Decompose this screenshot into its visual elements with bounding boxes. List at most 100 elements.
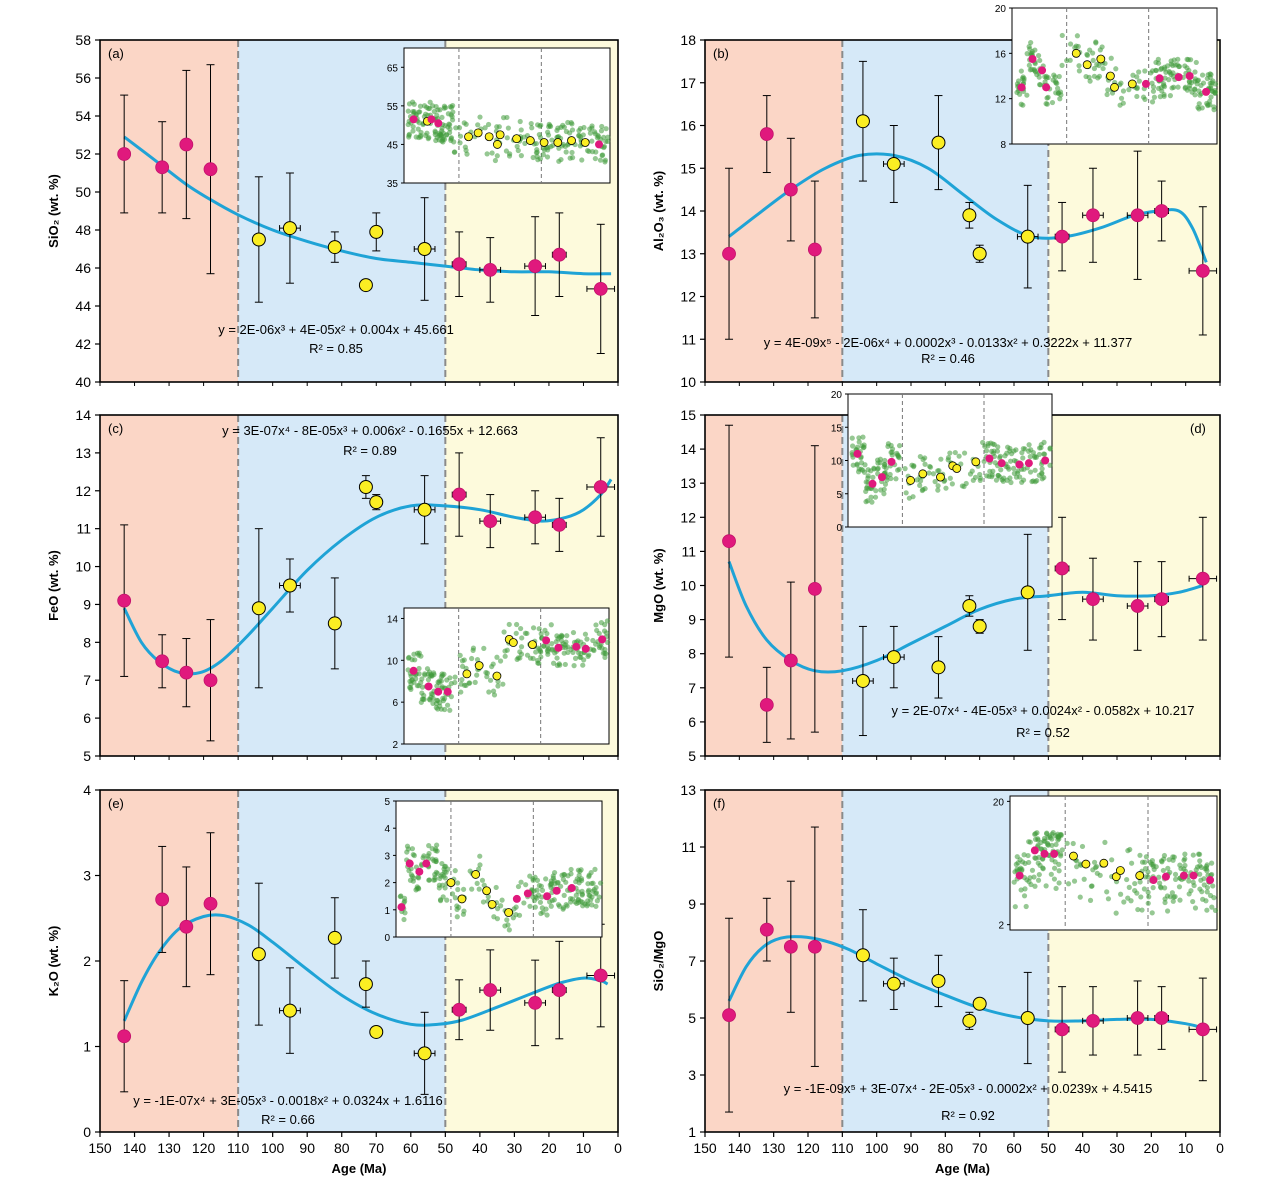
- inset-sample-point: [544, 154, 551, 160]
- inset-sample-point: [567, 899, 574, 905]
- inset-sample-point: [425, 677, 432, 683]
- fit-r-squared: R² = 0.85: [309, 341, 363, 356]
- inset-sample-point: [598, 128, 605, 134]
- inset-sample-point: [1192, 69, 1198, 75]
- data-point-yellow: [417, 1046, 432, 1061]
- inset-sample-point: [1043, 75, 1050, 81]
- axes-frame: [99, 39, 619, 383]
- inset-sample-point: [417, 103, 424, 109]
- inset-mean-pink: [1174, 73, 1183, 82]
- inset-sample-point: [1099, 44, 1105, 50]
- inset-sample-point: [952, 449, 958, 456]
- data-point-pink: [722, 1008, 736, 1023]
- y-tick-label: 13: [680, 475, 696, 491]
- fit-equation: y = 4E-09x⁵ - 2E-06x⁴ + 0.0002x³ - 0.013…: [764, 335, 1132, 350]
- y-tick-label: 11: [681, 331, 696, 347]
- inset-sample-point: [1196, 851, 1203, 857]
- inset-mean-yellow: [1111, 872, 1121, 882]
- inset-sample-point: [506, 621, 512, 628]
- data-point-pink: [528, 995, 543, 1010]
- inset-sample-point: [882, 481, 889, 487]
- inset-sample-point: [504, 135, 510, 141]
- inset-sample-point: [1126, 884, 1132, 890]
- panel-label: (c): [108, 421, 123, 436]
- y-tick-label: 5: [688, 748, 696, 764]
- inset-sample-point: [405, 846, 411, 852]
- inset-sample-point: [467, 868, 473, 874]
- inset-sample-point: [1090, 57, 1096, 63]
- inset-sample-point: [1150, 885, 1156, 891]
- inset-sample-point: [428, 673, 435, 679]
- inset-sample-point: [502, 653, 508, 659]
- inset-sample-point: [1132, 880, 1138, 887]
- x-tick-label: 30: [1109, 1140, 1125, 1156]
- inset-y-tick-label: 1: [384, 906, 390, 917]
- inset-sample-point: [547, 123, 554, 130]
- inset-sample-point: [1169, 85, 1175, 91]
- inset-sample-point: [1011, 879, 1017, 885]
- inset-y-tick-label: 2: [384, 879, 390, 890]
- inset-sample-point: [1039, 466, 1045, 472]
- fit-curve: [727, 561, 1204, 674]
- inset-sample-point: [1212, 907, 1219, 914]
- inset-sample-point: [1118, 95, 1125, 101]
- x-tick-label: 100: [261, 1140, 285, 1156]
- data-point-yellow: [855, 673, 870, 688]
- inset-sample-point: [935, 483, 941, 489]
- inset-sample-point: [1059, 32, 1065, 39]
- inset-sample-point: [1160, 867, 1166, 874]
- y-tick-label: 11: [681, 543, 696, 559]
- inset-y-tick-label: 6: [392, 698, 398, 709]
- inset-sample-point: [464, 151, 470, 157]
- data-point-yellow: [1020, 229, 1035, 244]
- inset-sample-point: [569, 155, 576, 161]
- data-point-pink: [1154, 204, 1169, 218]
- data-point-yellow: [369, 1024, 384, 1039]
- inset-sample-point: [1153, 864, 1159, 870]
- inset-y-tick-label: 20: [995, 4, 1007, 15]
- data-point-yellow: [251, 232, 266, 247]
- inset-sample-point: [1075, 43, 1081, 50]
- inset-sample-point: [1021, 466, 1027, 472]
- inset-sample-point: [1079, 843, 1086, 850]
- inset-sample-point: [579, 157, 585, 163]
- inset-sample-point: [592, 155, 598, 162]
- y-tick-label: 13: [680, 246, 696, 262]
- data-point-yellow: [417, 242, 432, 256]
- inset-sample-point: [590, 647, 596, 653]
- inset-y-tick-label: 20: [831, 390, 843, 401]
- inset-sample-point: [849, 450, 855, 456]
- inset-sample-point: [1067, 41, 1074, 47]
- inset-sample-point: [854, 462, 860, 468]
- inset-mean-yellow: [492, 671, 502, 681]
- data-point-pink: [203, 896, 218, 911]
- inset-sample-point: [1076, 68, 1082, 74]
- x-tick-label: 120: [192, 1140, 216, 1156]
- inset-y-tick-label: 2: [392, 740, 398, 751]
- inset-y-tick-label: 16: [995, 49, 1007, 60]
- inset-sample-point: [556, 903, 563, 909]
- inset-sample-point: [551, 869, 558, 876]
- x-tick-label: 80: [334, 1140, 350, 1156]
- y-tick-label: 14: [680, 441, 696, 457]
- data-point-pink: [783, 939, 798, 954]
- inset-sample-point: [1146, 894, 1152, 900]
- inset-sample-point: [590, 637, 596, 644]
- y-tick-label: 6: [83, 710, 91, 726]
- inset-sample-point: [500, 681, 506, 687]
- inset-y-tick-label: 15: [831, 423, 843, 434]
- inset-sample-point: [1011, 470, 1017, 476]
- data-point-yellow: [358, 278, 373, 293]
- inset-mean-yellow: [482, 886, 492, 896]
- y-axis-label: SiO₂ (wt. %): [46, 174, 61, 248]
- inset-sample-point: [405, 108, 411, 114]
- inset-sample-point: [875, 460, 881, 466]
- data-point-yellow: [417, 502, 432, 517]
- inset-sample-point: [910, 494, 916, 500]
- region-early: [705, 40, 843, 382]
- inset-y-tick-label: 14: [387, 614, 399, 625]
- inset-mean-yellow: [446, 878, 456, 887]
- inset-sample-point: [499, 897, 505, 903]
- inset-sample-point: [477, 862, 483, 868]
- x-tick-label: 40: [472, 1140, 488, 1156]
